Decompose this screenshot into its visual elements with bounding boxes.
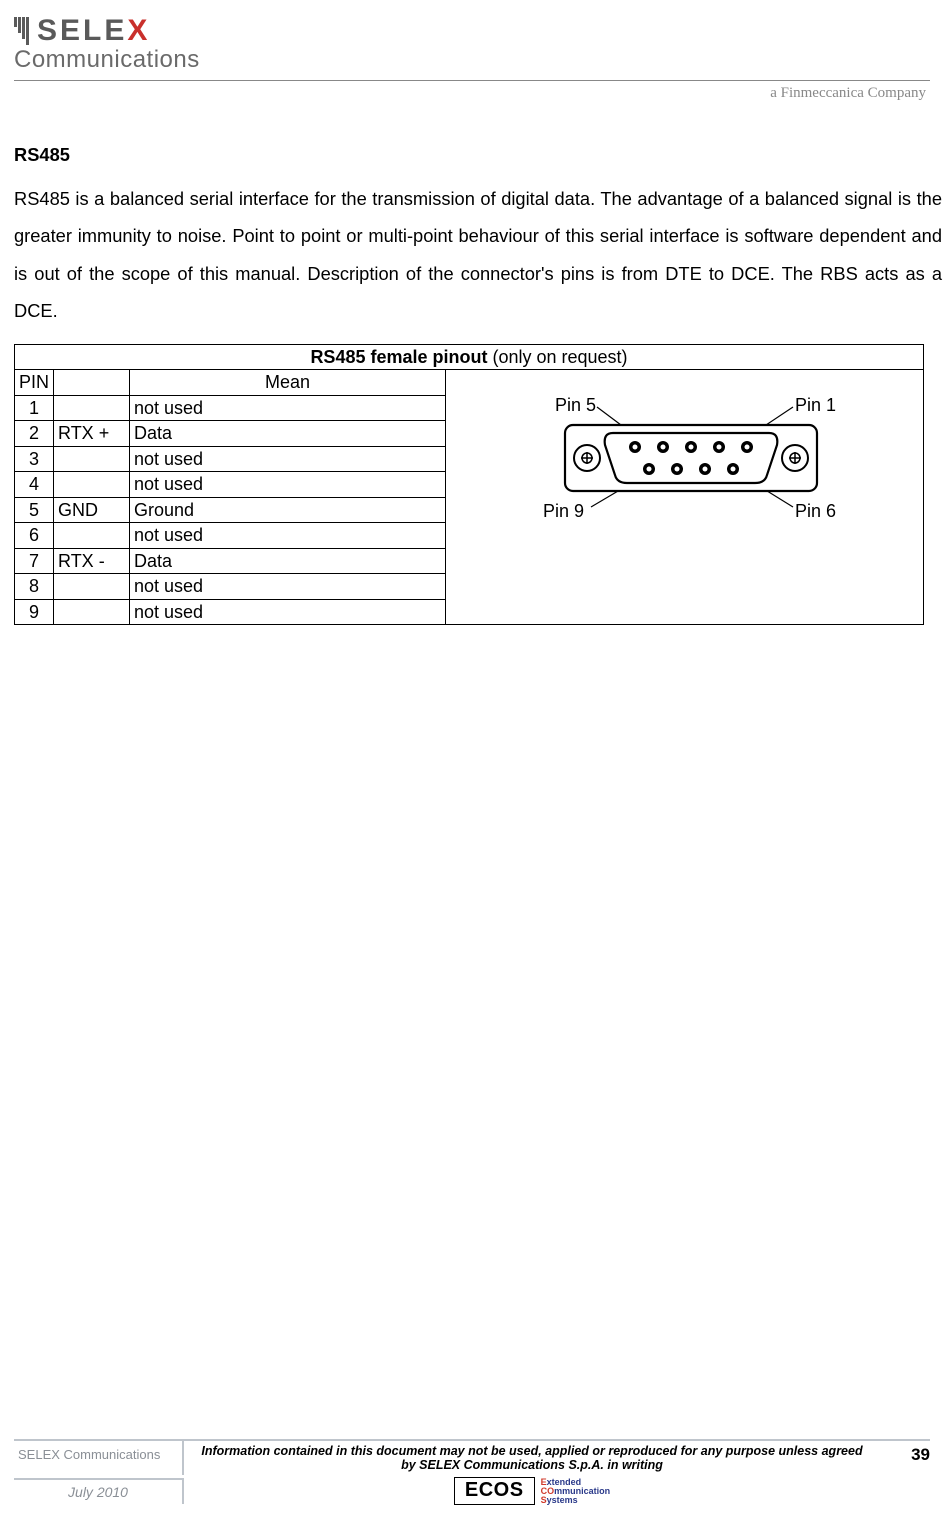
footer-page-number: 39	[880, 1441, 930, 1475]
cell-pin: 8	[15, 574, 54, 600]
logo-text-x: X	[127, 14, 150, 47]
table-title-rest: (only on request)	[487, 347, 627, 367]
section-title: RS485	[14, 136, 942, 174]
tagline: a Finmeccanica Company	[14, 85, 926, 102]
cell-signal	[54, 599, 130, 625]
page-header: SELEX Communications a Finmeccanica Comp…	[14, 14, 943, 102]
cell-signal	[54, 574, 130, 600]
ecos-box: ECOS	[454, 1477, 535, 1505]
table-head-mean: Mean	[130, 370, 446, 396]
cell-signal	[54, 472, 130, 498]
page-footer: SELEX Communications Information contain…	[14, 1439, 930, 1505]
cell-mean: not used	[130, 472, 446, 498]
cell-mean: not used	[130, 446, 446, 472]
company-logo: SELEX Communications	[14, 14, 943, 74]
cell-pin: 3	[15, 446, 54, 472]
cell-mean: not used	[130, 395, 446, 421]
table-title-bold: RS485 female pinout	[310, 347, 487, 367]
cell-mean: not used	[130, 523, 446, 549]
cell-mean: not used	[130, 599, 446, 625]
diagram-label-pin9: Pin 9	[543, 501, 584, 521]
logo-subtitle: Communications	[14, 46, 943, 74]
cell-signal: RTX +	[54, 421, 130, 447]
cell-signal: RTX -	[54, 548, 130, 574]
cell-signal	[54, 395, 130, 421]
main-content: RS485 RS485 is a balanced serial interfa…	[14, 136, 942, 625]
cell-mean: not used	[130, 574, 446, 600]
footer-date: July 2010	[14, 1478, 184, 1504]
cell-pin: 7	[15, 548, 54, 574]
cell-signal	[54, 523, 130, 549]
cell-signal: GND	[54, 497, 130, 523]
logo-bars-icon	[14, 17, 29, 45]
pinout-table: RS485 female pinout (only on request) PI…	[14, 344, 924, 626]
diagram-label-pin1: Pin 1	[795, 395, 836, 415]
cell-pin: 1	[15, 395, 54, 421]
cell-pin: 6	[15, 523, 54, 549]
diagram-label-pin5: Pin 5	[555, 395, 596, 415]
cell-mean: Ground	[130, 497, 446, 523]
cell-signal	[54, 446, 130, 472]
cell-pin: 5	[15, 497, 54, 523]
cell-pin: 9	[15, 599, 54, 625]
table-head-signal	[54, 370, 130, 396]
table-title-cell: RS485 female pinout (only on request)	[15, 344, 924, 370]
table-head-pin: PIN	[15, 370, 54, 396]
db9-connector-icon: Pin 5 Pin 1 Pin 9 Pin 6	[495, 389, 875, 539]
header-divider	[14, 80, 930, 81]
footer-company: SELEX Communications	[14, 1441, 184, 1475]
cell-pin: 4	[15, 472, 54, 498]
cell-mean: Data	[130, 421, 446, 447]
diagram-label-pin6: Pin 6	[795, 501, 836, 521]
cell-pin: 2	[15, 421, 54, 447]
connector-diagram-cell: Pin 5 Pin 1 Pin 9 Pin 6	[446, 370, 924, 625]
footer-disclaimer: Information contained in this document m…	[184, 1441, 880, 1475]
section-body: RS485 is a balanced serial interface for…	[14, 180, 942, 330]
ecos-subtitle: Extended COmmunication Systems	[541, 1478, 611, 1505]
cell-mean: Data	[130, 548, 446, 574]
logo-text: SELEX	[37, 14, 150, 48]
logo-text-main: SELE	[37, 14, 127, 47]
ecos-logo: ECOS Extended COmmunication Systems	[184, 1477, 880, 1505]
